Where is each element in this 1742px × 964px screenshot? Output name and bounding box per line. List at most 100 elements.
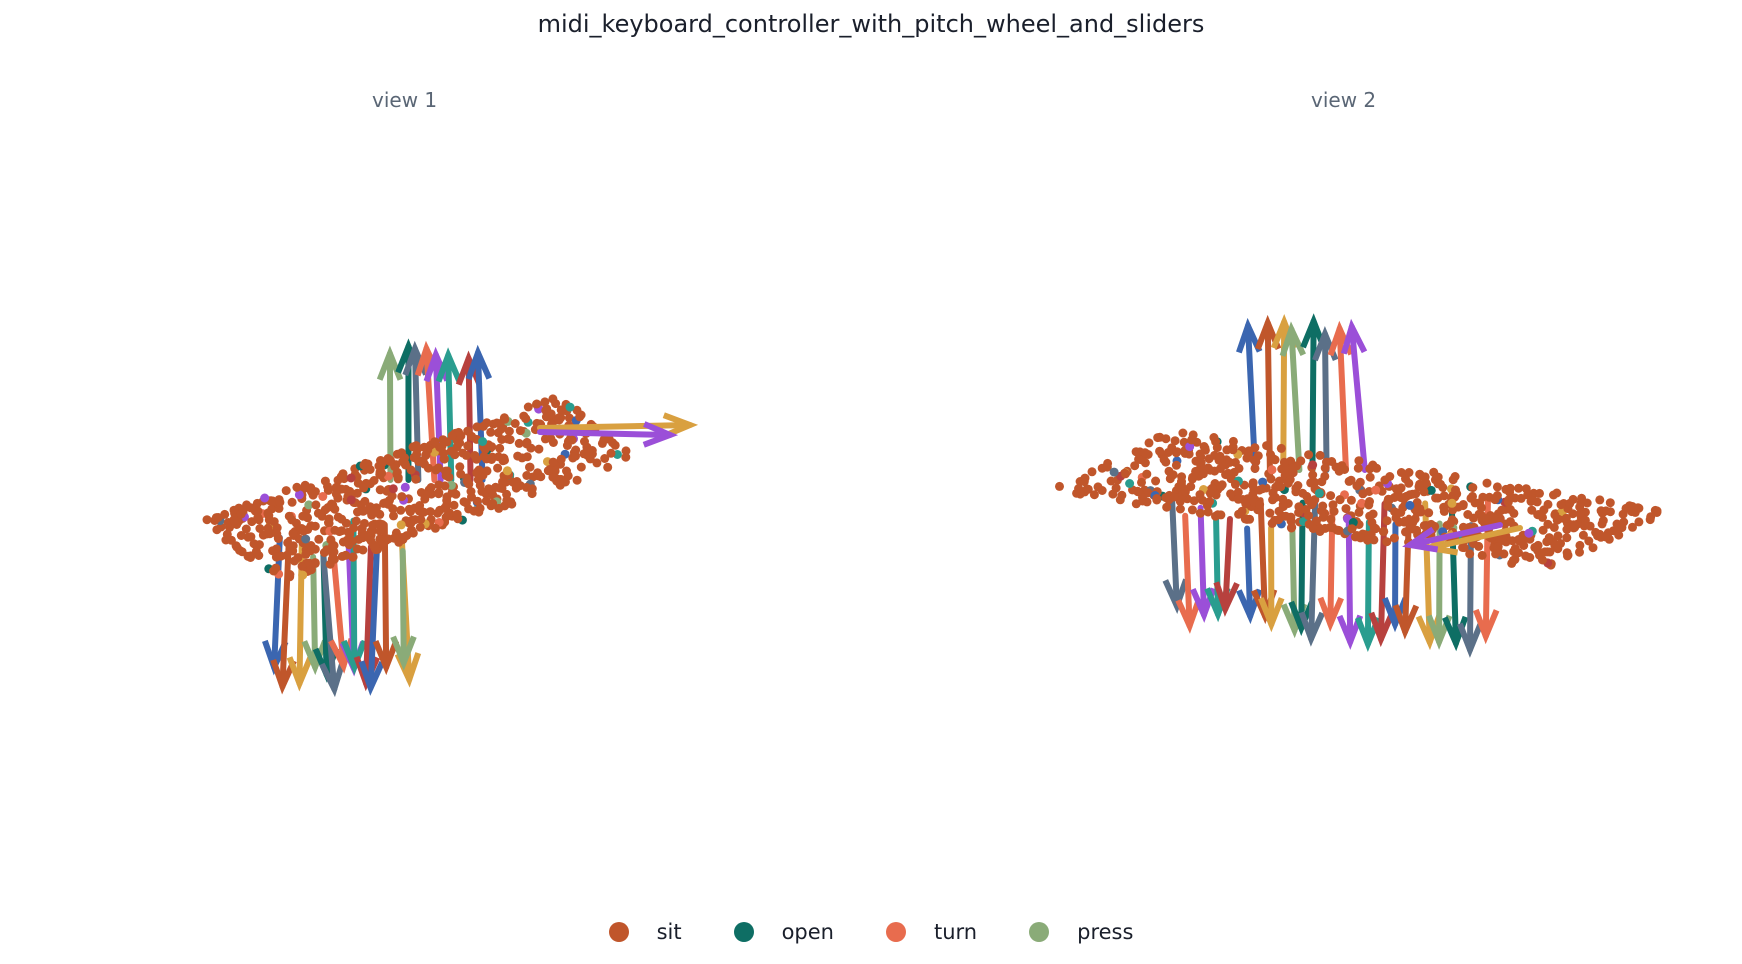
contact-point — [241, 524, 251, 534]
contact-point — [1159, 455, 1169, 465]
contact-point — [551, 399, 561, 409]
contact-point — [314, 534, 324, 544]
contact-point — [488, 419, 498, 429]
contact-point — [396, 520, 406, 530]
contact-point — [336, 472, 346, 481]
contact-point — [1111, 483, 1121, 493]
contact-point — [449, 500, 459, 510]
contact-point — [548, 472, 558, 482]
contact-point — [421, 450, 431, 460]
contact-point — [472, 468, 482, 478]
contact-point — [1448, 505, 1458, 515]
contact-point — [303, 513, 312, 523]
contact-point — [1408, 517, 1418, 527]
contact-point — [400, 482, 410, 492]
contact-point — [1595, 495, 1605, 505]
force-arrow-head — [340, 639, 368, 676]
legend-item-press[interactable]: press — [1029, 920, 1133, 944]
contact-point — [1465, 549, 1475, 559]
force-arrow-head — [286, 656, 314, 692]
contact-point — [494, 503, 504, 513]
contact-point — [375, 526, 385, 536]
contact-point — [310, 558, 320, 568]
legend-item-open[interactable]: open — [733, 920, 834, 944]
contact-point — [1540, 547, 1550, 557]
contact-point — [1187, 435, 1197, 445]
force-arrow — [1197, 504, 1208, 618]
force-arrow-head — [1473, 608, 1500, 645]
contact-point — [282, 550, 292, 560]
contact-point — [1308, 470, 1318, 480]
contact-point — [1265, 508, 1275, 518]
force-arrow-head — [1457, 622, 1484, 658]
contact-point — [1255, 500, 1265, 510]
contact-point — [1315, 450, 1325, 460]
contact-point — [1204, 454, 1214, 464]
contact-point — [434, 488, 444, 498]
contact-point — [1458, 500, 1468, 509]
contact-point — [1164, 466, 1174, 476]
legend-item-turn[interactable]: turn — [886, 920, 977, 944]
force-arrow-head — [372, 639, 400, 676]
contact-point — [246, 503, 256, 513]
contact-point — [375, 485, 385, 495]
force-arrow-head — [390, 635, 417, 671]
contact-point — [1262, 441, 1272, 451]
legend-label-sit: sit — [656, 920, 682, 944]
contact-point — [1140, 448, 1150, 458]
contact-point — [1125, 479, 1135, 488]
contact-point — [284, 511, 294, 521]
contact-point — [608, 438, 618, 448]
contact-point — [1575, 540, 1585, 550]
contact-point — [521, 414, 531, 424]
contact-point — [1180, 487, 1190, 497]
contact-point — [1439, 506, 1449, 516]
contact-point — [1490, 495, 1500, 505]
contact-point — [328, 541, 337, 551]
contact-point — [1415, 469, 1425, 479]
legend-label-open: open — [781, 920, 834, 944]
contact-point — [1055, 481, 1064, 491]
contact-point — [567, 435, 577, 445]
contact-point — [1450, 472, 1460, 481]
contact-point — [255, 524, 265, 533]
contact-point — [401, 460, 410, 470]
contact-point — [1405, 490, 1415, 500]
contact-point — [488, 499, 498, 508]
contact-point — [1396, 468, 1406, 477]
contact-point — [1552, 515, 1562, 525]
contact-point — [1117, 490, 1127, 500]
contact-point — [411, 441, 421, 451]
force-arrow-head — [270, 658, 297, 695]
contact-point — [246, 532, 256, 542]
contact-point — [453, 514, 463, 524]
contact-point — [419, 459, 429, 469]
contact-point — [288, 528, 298, 538]
contact-point — [1597, 508, 1607, 518]
contact-point — [1468, 491, 1477, 501]
contact-point — [1569, 520, 1579, 530]
contact-point — [1318, 501, 1328, 511]
contact-point — [523, 402, 533, 412]
contact-point — [1276, 443, 1286, 453]
contact-point — [1426, 485, 1436, 495]
contact-point — [1468, 483, 1478, 493]
contact-point — [1250, 463, 1260, 473]
contact-point — [1382, 516, 1392, 526]
contact-point — [1404, 478, 1414, 488]
force-arrow — [279, 536, 292, 690]
contact-point — [1253, 451, 1263, 461]
contact-point — [1162, 502, 1172, 512]
contact-point — [1258, 477, 1268, 487]
contact-point — [1492, 482, 1502, 492]
legend-item-sit[interactable]: sit — [608, 920, 682, 944]
contact-point — [1458, 522, 1468, 532]
contact-point — [1164, 495, 1174, 505]
contact-point — [1335, 495, 1345, 505]
force-arrow-head — [1381, 597, 1409, 633]
contact-point — [1405, 500, 1415, 510]
force-arrow — [537, 422, 693, 431]
contact-point — [1357, 498, 1367, 508]
force-arrow-head — [1162, 578, 1189, 614]
contact-point — [383, 471, 393, 481]
